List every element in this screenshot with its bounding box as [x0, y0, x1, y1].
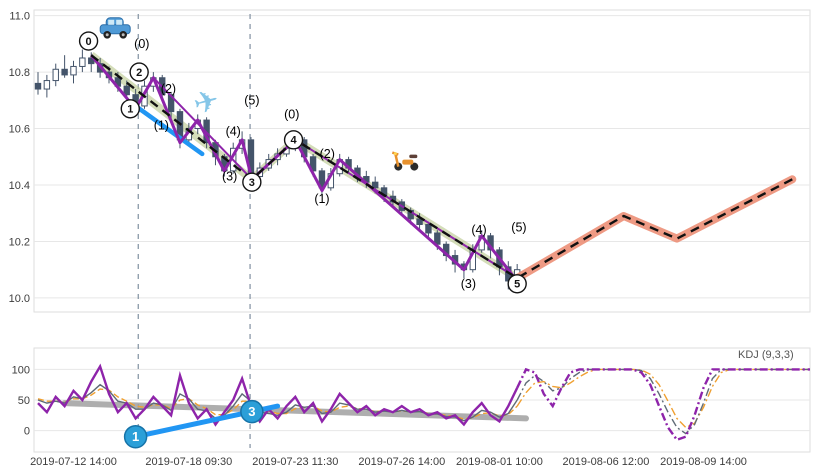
wave-zigzag-line [90, 54, 519, 282]
candle [61, 68, 68, 76]
blue-trend-segment [133, 103, 205, 157]
wave-label: (0) [284, 107, 299, 121]
wave-circle-label: 0 [86, 36, 92, 48]
kdj-marker-1 [123, 424, 148, 449]
kdj-k-line [37, 383, 518, 422]
x-tick-label: 2019-07-12 14:00 [30, 456, 117, 468]
wave-label: (4) [471, 223, 486, 237]
trend-band-line [88, 52, 520, 282]
x-tick-label: 2019-08-06 12:00 [562, 456, 649, 468]
kdj-marker-label: 3 [248, 404, 255, 419]
wave-circle-4 [283, 130, 304, 150]
wave-circle-label: 1 [127, 104, 133, 116]
wave-circle-label: 3 [249, 177, 255, 189]
wave-label: (2) [320, 147, 335, 161]
wave-label: (5) [511, 220, 526, 234]
kdj-j-projection [516, 367, 810, 442]
candle [43, 80, 51, 90]
vline-layer [137, 14, 251, 448]
kdj-d-line [37, 388, 518, 420]
wave-circle-2 [129, 62, 149, 82]
wave-circle-label: 2 [136, 67, 142, 79]
wave-label: (2) [161, 82, 176, 96]
wave-label: (3) [222, 170, 237, 184]
candle [416, 218, 423, 226]
candle [123, 85, 130, 96]
scooter-icon [391, 151, 419, 171]
kdj-marker-3 [240, 399, 264, 424]
wave-label: (4) [226, 124, 241, 138]
price-ytick-label: 10.6 [9, 124, 30, 136]
wave-label: (5) [244, 93, 259, 107]
wave-circle-0 [78, 31, 99, 51]
kdj-marker-label: 1 [132, 429, 139, 444]
kdj-j-line [37, 363, 519, 427]
candle [425, 224, 432, 234]
candle [371, 181, 379, 189]
x-tick-label: 2019-07-26 14:00 [358, 456, 445, 468]
x-tick-label: 2019-08-09 14:00 [660, 456, 747, 468]
airplane-icon: ✈ [190, 83, 223, 121]
wave-circle-3 [242, 172, 262, 192]
wave-circle-1 [120, 99, 140, 119]
car-icon [99, 17, 131, 39]
svg-text:✈: ✈ [190, 83, 223, 121]
kdj-ytick-label: 0 [24, 426, 30, 438]
wave-annotations: (0) (2) (1) (3) (4) (5) (0) (2) (1) (3) (4) (5) 0 2 1 3… [78, 31, 527, 294]
price-ytick-label: 10.0 [9, 293, 30, 305]
price-plot-area[interactable] [33, 9, 811, 313]
wave-circle-5 [507, 274, 527, 294]
kdj-params-label: KDJ (9,3,3) [738, 349, 794, 361]
price-ytick-label: 10.4 [9, 180, 30, 192]
x-axis: 2019-07-12 14:00 2019-07-18 09:30 2019-07-… [30, 456, 747, 468]
candle [79, 57, 86, 67]
price-ytick-label: 10.8 [9, 67, 30, 79]
kdj-ytick-label: 50 [18, 395, 30, 407]
x-tick-label: 2019-08-01 10:00 [456, 456, 543, 468]
wave-label: (1) [314, 192, 329, 206]
x-tick-label: 2019-07-23 11:30 [252, 456, 338, 468]
wave-circle-label: 4 [290, 135, 297, 147]
price-ytick-label: 11.0 [9, 11, 30, 23]
kdj-k-projection [516, 368, 810, 435]
price-ytick-label: 10.2 [9, 236, 30, 248]
wave-label: (1) [154, 119, 169, 133]
x-tick-label: 2019-07-18 09:30 [145, 456, 232, 468]
candle [70, 65, 77, 76]
wave-label: (0) [134, 37, 149, 51]
candle [34, 82, 42, 90]
wave-label: (3) [461, 277, 476, 291]
wave-circle-label: 5 [514, 279, 520, 291]
candle [52, 68, 59, 82]
kdj-ytick-label: 100 [12, 364, 30, 376]
